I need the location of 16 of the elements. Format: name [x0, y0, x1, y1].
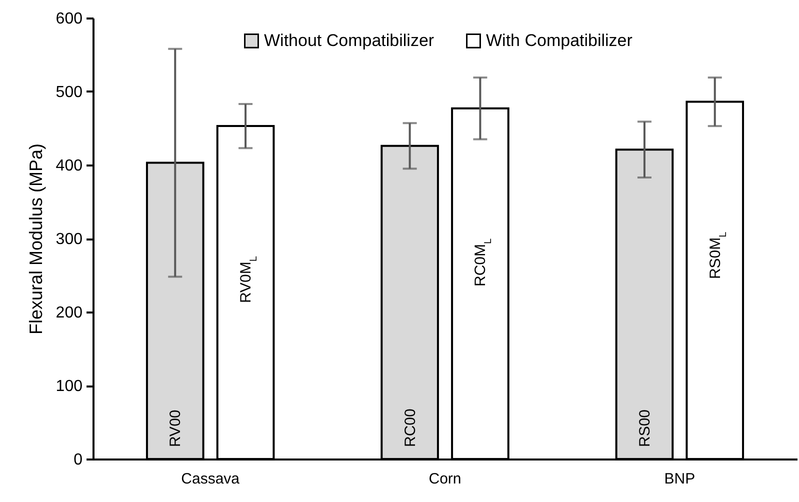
y-tick-label: 300 [56, 231, 83, 248]
y-tick-label: 500 [56, 84, 83, 101]
y-tick-label: 400 [56, 158, 83, 174]
data-label: RV00 [167, 410, 184, 447]
x-tick-label: Cassava [181, 470, 240, 488]
y-tick-label: 200 [56, 304, 83, 322]
x-tick-label: BNP [664, 470, 696, 488]
data-label: RS00 [636, 409, 654, 447]
y-tick-label: 600 [56, 10, 83, 28]
y-axis-title: Flexural Modulus (MPa) [26, 143, 46, 335]
legend-label: With Compatibilizer [486, 30, 633, 50]
y-tick-label: 0 [74, 452, 83, 468]
x-tick-label: Corn [428, 470, 462, 488]
legend-label: Without Compatibilizer [264, 30, 434, 50]
y-tick-label: 100 [56, 378, 83, 395]
data-label: RC00 [402, 408, 419, 447]
